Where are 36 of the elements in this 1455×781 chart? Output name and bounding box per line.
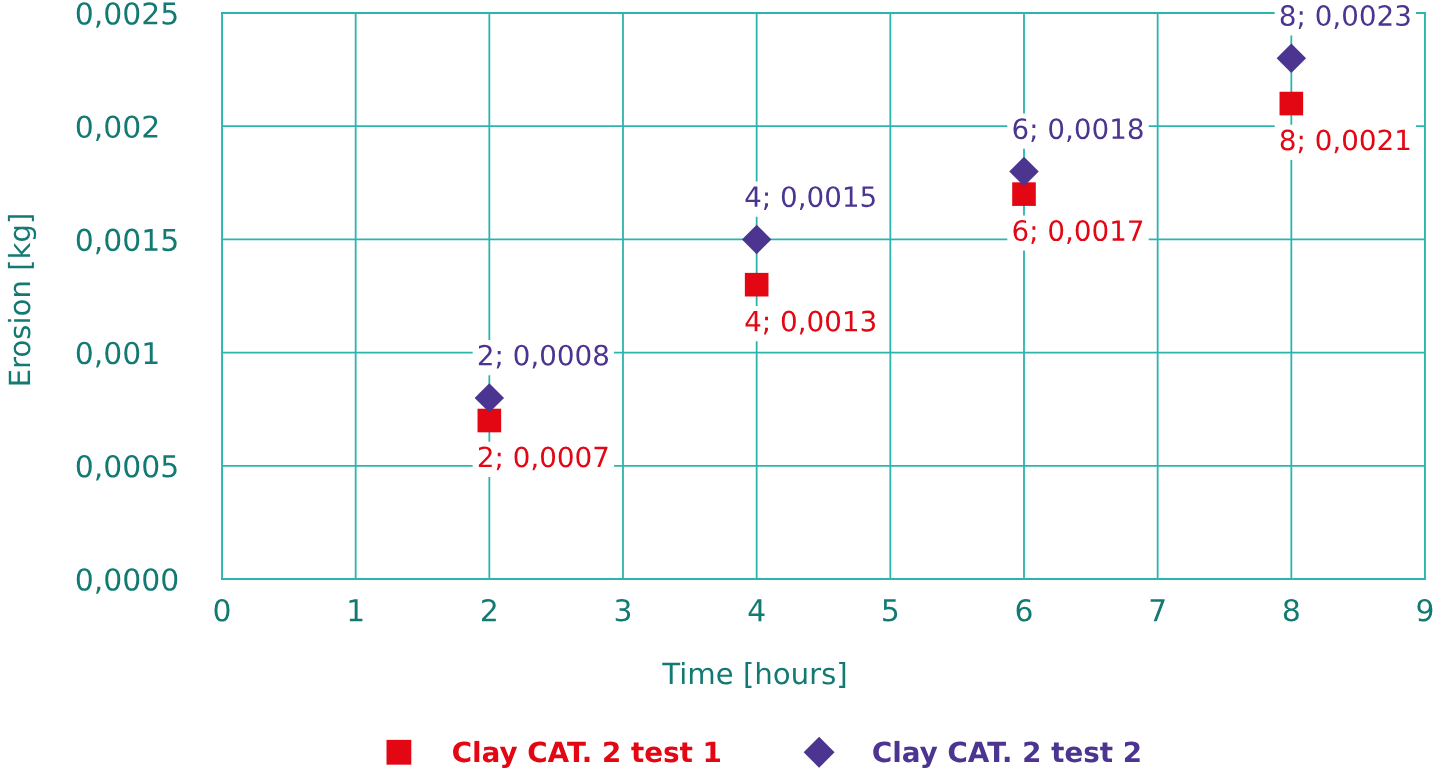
data-label: 2; 0,0007 bbox=[478, 446, 608, 471]
x-tick-label: 6 bbox=[1016, 598, 1032, 622]
x-tick-label: 5 bbox=[883, 599, 898, 622]
data-label: 2; 0,0008 bbox=[478, 344, 608, 369]
y-tick-label: 0,0005 bbox=[76, 454, 177, 481]
x-tick-label: 4 bbox=[748, 599, 765, 622]
data-label: 4; 0,0013 bbox=[745, 310, 875, 335]
point bbox=[1279, 91, 1304, 116]
legend-label: Clay CAT. 2 test 2 bbox=[873, 740, 1140, 768]
x-tick-label: 8 bbox=[1283, 598, 1299, 622]
y-tick-label: 0,001 bbox=[76, 341, 158, 368]
x-tick-label: 7 bbox=[1150, 599, 1165, 622]
x-tick-label: 9 bbox=[1417, 598, 1433, 622]
legend-label: Clay CAT. 2 test 1 bbox=[453, 740, 720, 768]
point bbox=[1009, 156, 1039, 187]
data-label: 8; 0,0023 bbox=[1280, 5, 1410, 29]
point bbox=[474, 383, 505, 413]
y-axis-title: Erosion [kg] bbox=[7, 215, 37, 385]
x-tick-label: 0 bbox=[214, 598, 230, 622]
x-axis-title: Time [hours] bbox=[662, 661, 846, 688]
x-tick-label: 1 bbox=[349, 599, 363, 622]
data-label: 6; 0,0017 bbox=[1013, 220, 1143, 244]
y-tick-label: 0,002 bbox=[76, 115, 158, 142]
y-tick-label: 0,0000 bbox=[76, 568, 178, 594]
x-tick-label: 3 bbox=[615, 598, 631, 622]
data-label: 4; 0,0015 bbox=[745, 186, 875, 211]
y-tick-label: 0,0015 bbox=[76, 228, 177, 255]
y-tick-label: 0,0025 bbox=[76, 2, 177, 28]
point bbox=[1276, 43, 1307, 74]
point bbox=[1012, 182, 1036, 206]
point bbox=[741, 224, 772, 255]
point bbox=[477, 408, 502, 433]
data-label: 8; 0,0021 bbox=[1280, 129, 1410, 154]
point bbox=[744, 272, 769, 297]
x-tick-label: 2 bbox=[482, 598, 496, 622]
data-label: 6; 0,0018 bbox=[1013, 118, 1143, 143]
